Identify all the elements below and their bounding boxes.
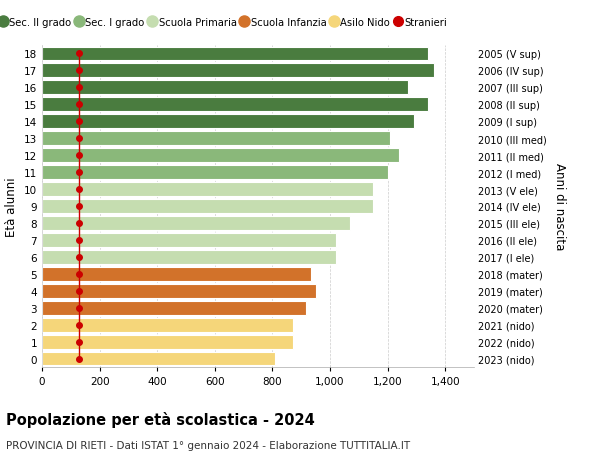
Text: Popolazione per età scolastica - 2024: Popolazione per età scolastica - 2024 bbox=[6, 411, 315, 427]
Bar bbox=[42, 132, 391, 146]
Bar bbox=[42, 200, 373, 213]
Point bbox=[74, 338, 84, 346]
Bar bbox=[42, 115, 413, 129]
Bar bbox=[42, 318, 293, 332]
Bar bbox=[42, 267, 311, 281]
Point bbox=[74, 355, 84, 363]
Bar bbox=[42, 217, 350, 230]
Point bbox=[74, 287, 84, 295]
Bar bbox=[42, 301, 305, 315]
Point bbox=[74, 101, 84, 109]
Point bbox=[74, 135, 84, 143]
Bar bbox=[42, 183, 373, 196]
Bar bbox=[42, 284, 316, 298]
Point bbox=[74, 186, 84, 193]
Bar bbox=[42, 250, 336, 264]
Bar bbox=[42, 47, 428, 62]
Point bbox=[74, 304, 84, 312]
Bar bbox=[42, 64, 434, 78]
Point bbox=[74, 254, 84, 261]
Bar bbox=[42, 98, 428, 112]
Y-axis label: Anni di nascita: Anni di nascita bbox=[553, 163, 566, 250]
Point bbox=[74, 84, 84, 92]
Text: PROVINCIA DI RIETI - Dati ISTAT 1° gennaio 2024 - Elaborazione TUTTITALIA.IT: PROVINCIA DI RIETI - Dati ISTAT 1° genna… bbox=[6, 440, 410, 450]
Bar bbox=[42, 166, 388, 179]
Point bbox=[74, 220, 84, 227]
Y-axis label: Età alunni: Età alunni bbox=[5, 177, 19, 236]
Bar bbox=[42, 335, 293, 349]
Bar bbox=[42, 234, 336, 247]
Point bbox=[74, 169, 84, 176]
Point bbox=[74, 118, 84, 126]
Point bbox=[74, 203, 84, 210]
Point bbox=[74, 237, 84, 244]
Point bbox=[74, 270, 84, 278]
Bar bbox=[42, 81, 408, 95]
Point bbox=[74, 67, 84, 75]
Legend: Sec. II grado, Sec. I grado, Scuola Primaria, Scuola Infanzia, Asilo Nido, Stran: Sec. II grado, Sec. I grado, Scuola Prim… bbox=[0, 14, 451, 32]
Bar bbox=[42, 149, 399, 163]
Bar bbox=[42, 352, 275, 366]
Point bbox=[74, 152, 84, 159]
Point bbox=[74, 321, 84, 329]
Point bbox=[74, 50, 84, 58]
